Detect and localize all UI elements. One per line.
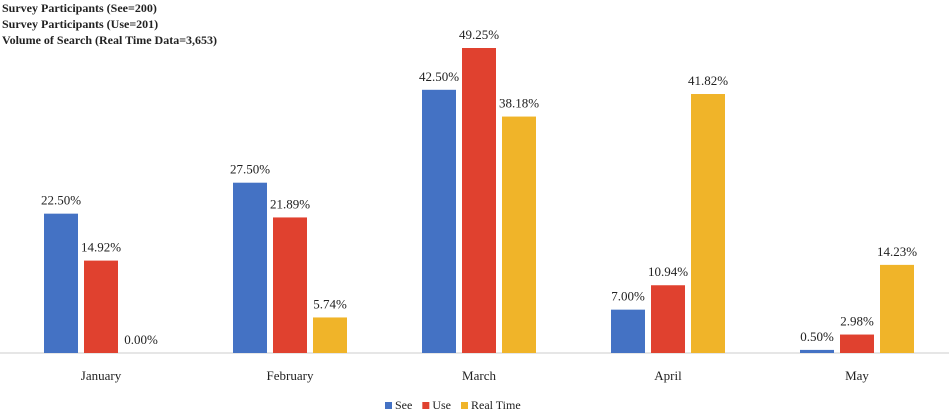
bar bbox=[840, 334, 874, 353]
x-tick-label: May bbox=[845, 368, 869, 383]
legend-label: See bbox=[395, 398, 412, 412]
bar bbox=[651, 285, 685, 353]
data-label: 49.25% bbox=[459, 27, 499, 42]
annotation: Survey Participants (Use=201) bbox=[2, 17, 158, 31]
bar bbox=[84, 260, 118, 353]
legend-label: Real Time bbox=[471, 398, 521, 412]
bar bbox=[44, 213, 78, 353]
annotation: Survey Participants (See=200) bbox=[2, 1, 157, 15]
x-tick-label: March bbox=[462, 368, 496, 383]
annotation: Volume of Search (Real Time Data=3,653) bbox=[2, 33, 217, 47]
data-label: 2.98% bbox=[840, 314, 874, 329]
bar bbox=[691, 94, 725, 354]
data-label: 0.50% bbox=[800, 329, 834, 344]
legend-label: Use bbox=[432, 398, 451, 412]
data-label: 14.92% bbox=[81, 240, 121, 255]
legend-swatch bbox=[385, 402, 392, 409]
legend-swatch bbox=[422, 402, 430, 409]
data-label: 14.23% bbox=[877, 244, 917, 259]
data-label: 7.00% bbox=[611, 289, 645, 304]
data-label: 5.74% bbox=[313, 296, 347, 311]
data-label: 38.18% bbox=[499, 96, 539, 111]
data-label: 42.50% bbox=[419, 69, 459, 84]
data-label: 27.50% bbox=[230, 162, 270, 177]
bar bbox=[880, 264, 914, 353]
data-label: 0.00% bbox=[124, 332, 158, 347]
data-label: 22.50% bbox=[41, 193, 81, 208]
x-tick-label: January bbox=[81, 368, 122, 383]
x-tick-label: April bbox=[654, 368, 682, 383]
data-label: 21.89% bbox=[270, 196, 310, 211]
bar bbox=[313, 317, 347, 353]
bar bbox=[800, 349, 834, 353]
bar bbox=[422, 89, 456, 353]
bar bbox=[502, 116, 536, 353]
bar bbox=[462, 48, 496, 353]
data-label: 10.94% bbox=[648, 264, 688, 279]
bar bbox=[233, 182, 267, 353]
bar bbox=[611, 309, 645, 353]
bar bbox=[273, 217, 307, 353]
x-tick-label: February bbox=[267, 368, 314, 383]
data-label: 41.82% bbox=[688, 73, 728, 88]
legend-swatch bbox=[461, 402, 468, 409]
